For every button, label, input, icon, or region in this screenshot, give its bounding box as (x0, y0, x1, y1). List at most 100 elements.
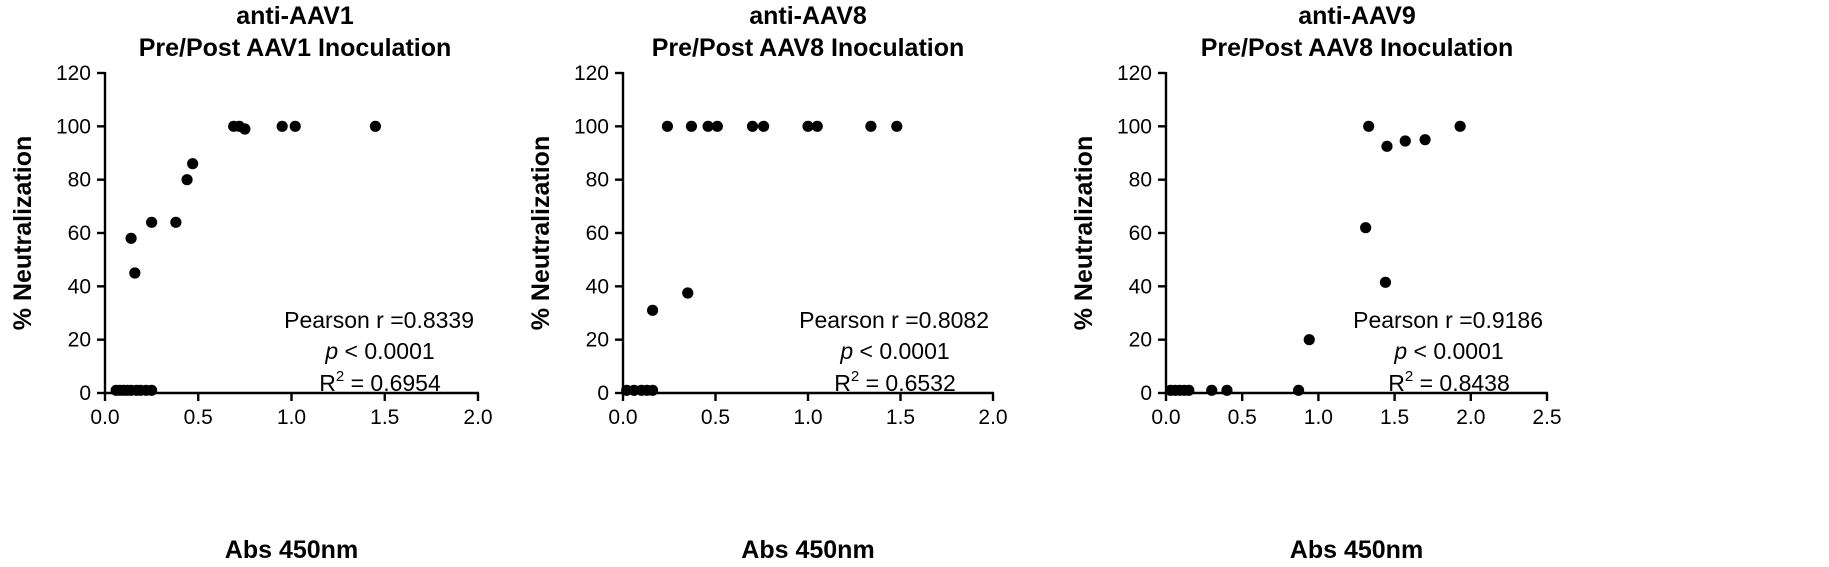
x-axis-label: Abs 450nm (741, 536, 874, 564)
x-tick-label: 2.0 (1456, 406, 1485, 429)
data-point (891, 120, 903, 132)
y-tick-label: 60 (68, 222, 91, 245)
x-tick-label: 1.5 (1380, 406, 1409, 429)
data-point (661, 120, 674, 132)
y-tick-label: 80 (1129, 169, 1152, 192)
data-point (146, 216, 158, 228)
p-value-text: < 0.0001 (853, 338, 950, 364)
p-value-label: p < 0.0001 (1393, 338, 1503, 364)
y-axis-label: % Neutralization (1070, 136, 1098, 330)
data-point (1183, 384, 1195, 396)
y-tick-label: 40 (586, 275, 609, 298)
r-squared-superscript: 2 (851, 368, 859, 385)
x-tick-label: 0.5 (184, 406, 213, 429)
data-point (1419, 134, 1431, 146)
data-point (170, 216, 182, 228)
p-symbol: p (1393, 338, 1407, 364)
data-point (181, 174, 193, 186)
data-point (187, 158, 199, 170)
r-squared-base: R (834, 370, 851, 396)
x-axis-label: Abs 450nm (1290, 536, 1423, 564)
x-tick-label: 2.0 (978, 406, 1007, 429)
y-tick-label: 20 (68, 329, 91, 352)
chart-panel-1: anti-AAV1 Pre/Post AAV1 Inoculation 0 20 40 6… (9, 2, 493, 564)
chart-title-line1: anti-AAV8 (749, 2, 867, 30)
r-squared-value: = 0.6954 (344, 370, 441, 396)
data-point (1360, 222, 1372, 234)
p-value-text: < 0.0001 (338, 338, 435, 364)
data-point (289, 120, 301, 132)
data-point (125, 232, 137, 244)
data-point (647, 304, 659, 316)
r-squared-superscript: 2 (336, 368, 344, 385)
y-tick-label: 40 (1129, 275, 1152, 298)
y-tick-label: 100 (1117, 115, 1152, 138)
y-tick-label: 0 (597, 382, 609, 405)
x-tick-label: 0.0 (1151, 406, 1180, 429)
x-tick-label: 0.5 (701, 406, 730, 429)
y-tick-label: 100 (56, 115, 91, 138)
data-point (647, 384, 659, 396)
data-point (746, 120, 759, 132)
data-point (369, 120, 382, 132)
p-symbol: p (324, 338, 338, 364)
r-squared-superscript: 2 (1405, 368, 1413, 385)
r-squared-base: R (1388, 370, 1405, 396)
data-point (1303, 334, 1315, 346)
pearson-r-label: Pearson r =0.8082 (799, 307, 989, 333)
data-point (129, 267, 141, 279)
x-tick-label: 0.0 (608, 406, 637, 429)
x-tick-label: 0.0 (90, 406, 119, 429)
p-value-label: p < 0.0001 (839, 338, 949, 364)
data-point (685, 120, 698, 132)
y-axis-label: % Neutralization (527, 136, 555, 330)
data-point (1292, 384, 1305, 396)
y-tick-label: 60 (586, 222, 609, 245)
y-tick-label: 80 (68, 169, 91, 192)
x-tick-label: 1.0 (277, 406, 306, 429)
data-point (1379, 276, 1392, 288)
data-point (146, 384, 158, 396)
x-tick-label: 1.5 (370, 406, 399, 429)
r-squared-label: R2 = 0.8438 (1388, 368, 1510, 396)
data-point (865, 120, 877, 132)
chart-title-line2: Pre/Post AAV8 Inoculation (1201, 34, 1514, 62)
x-tick-label: 1.0 (1304, 406, 1333, 429)
data-point (1206, 384, 1218, 396)
pearson-r-label: Pearson r =0.9186 (1353, 307, 1543, 333)
pearson-r-label: Pearson r =0.8339 (284, 307, 474, 333)
data-point (702, 120, 714, 132)
data-point (811, 120, 823, 132)
chart-title-line2: Pre/Post AAV8 Inoculation (652, 34, 965, 62)
data-point (1381, 140, 1393, 152)
y-tick-label: 40 (68, 275, 91, 298)
data-point (682, 287, 694, 299)
chart-title-line1: anti-AAV1 (236, 2, 354, 30)
data-point (239, 123, 251, 135)
chart-panel-2: anti-AAV8 Pre/Post AAV8 Inoculation 0 20 40 6… (527, 2, 1008, 564)
data-point (758, 120, 770, 132)
y-axis-label: % Neutralization (9, 136, 37, 330)
data-point (1454, 120, 1466, 132)
r-squared-value: = 0.6532 (859, 370, 956, 396)
y-tick-label: 0 (79, 382, 91, 405)
x-tick-label: 1.5 (886, 406, 915, 429)
data-point (711, 120, 723, 132)
data-point (802, 120, 814, 132)
y-tick-label: 20 (586, 329, 609, 352)
p-symbol: p (839, 338, 853, 364)
chart-title-line1: anti-AAV9 (1298, 2, 1416, 30)
chart-title-line2: Pre/Post AAV1 Inoculation (139, 34, 452, 62)
r-squared-label: R2 = 0.6532 (834, 368, 956, 396)
data-point (1221, 384, 1233, 396)
y-tick-label: 80 (586, 169, 609, 192)
x-axis-label: Abs 450nm (225, 536, 358, 564)
data-point (276, 120, 288, 132)
y-tick-label: 120 (574, 62, 609, 85)
chart-panel-3: anti-AAV9 Pre/Post AAV8 Inoculation 0 20 40 6… (1070, 2, 1562, 564)
y-tick-label: 60 (1129, 222, 1152, 245)
data-point (1363, 120, 1375, 132)
y-tick-label: 20 (1129, 329, 1152, 352)
y-tick-label: 100 (574, 115, 609, 138)
